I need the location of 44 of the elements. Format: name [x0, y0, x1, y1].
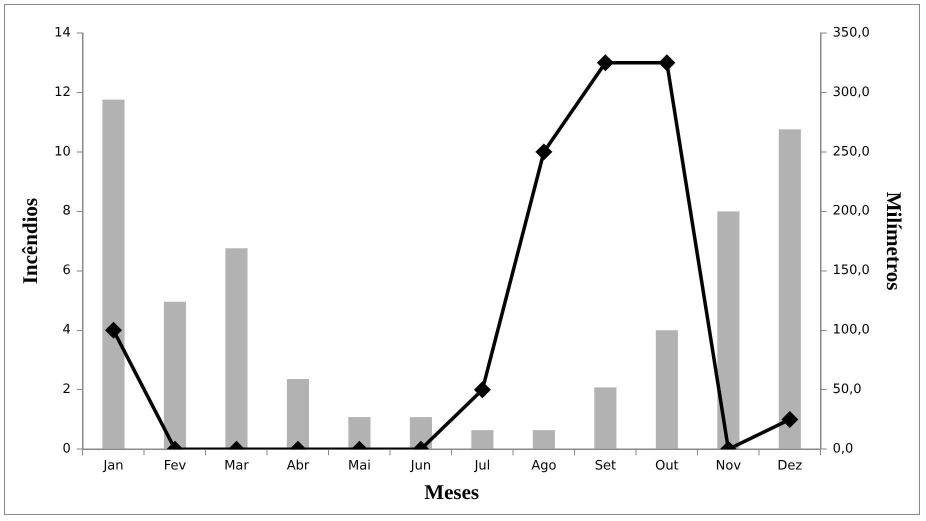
- y2-tick-label: 0,0: [832, 442, 854, 457]
- x-tick-label: Nov: [716, 458, 742, 474]
- y2-tick-label: 100,0: [832, 322, 870, 338]
- bar: [656, 330, 678, 449]
- x-tick-label: Jul: [474, 458, 490, 474]
- bar: [471, 430, 494, 449]
- x-tick-label: Abr: [286, 458, 310, 474]
- y-axis-title: Incêndios: [18, 198, 42, 284]
- bar: [532, 430, 555, 449]
- x-tick-label: Mai: [348, 458, 371, 474]
- y2-tick-label: 200,0: [832, 204, 870, 219]
- y-tick-label: 12: [54, 84, 71, 100]
- bar: [778, 129, 801, 449]
- bar: [102, 100, 125, 449]
- x-axis-title: Meses: [424, 480, 480, 504]
- y2-tick-label: 50,0: [832, 382, 862, 398]
- y-tick-label: 8: [62, 204, 71, 219]
- bar: [594, 387, 616, 449]
- bar: [286, 379, 310, 449]
- x-tick-label: Mar: [224, 458, 250, 474]
- x-tick-label: Jan: [102, 458, 124, 474]
- x-tick-label: Set: [594, 458, 616, 474]
- x-tick-label: Jun: [410, 458, 432, 474]
- y-tick-label: 4: [62, 322, 71, 338]
- point: [598, 54, 614, 70]
- y2-tick-label: 300,0: [832, 84, 870, 100]
- bar: [164, 302, 186, 449]
- y-tick-label: 0: [62, 442, 71, 457]
- y2-axis-title: Milímetros: [882, 192, 906, 290]
- x-tick-label: Dez: [777, 458, 802, 474]
- y-tick-label: 10: [54, 144, 71, 160]
- y2-tick-label: 150,0: [832, 263, 870, 278]
- y2-tick-label: 350,0: [832, 25, 870, 40]
- point: [659, 54, 675, 70]
- x-tick-label: Out: [655, 458, 679, 474]
- y-tick-label: 14: [54, 25, 71, 40]
- bar: [717, 211, 740, 449]
- y-tick-label: 6: [62, 263, 71, 278]
- x-tick-label: Fev: [164, 458, 186, 474]
- x-tick-label: Ago: [531, 458, 556, 474]
- y2-tick-label: 250,0: [832, 144, 870, 160]
- y-tick-label: 2: [62, 382, 71, 398]
- bar: [225, 248, 248, 449]
- point: [536, 144, 552, 160]
